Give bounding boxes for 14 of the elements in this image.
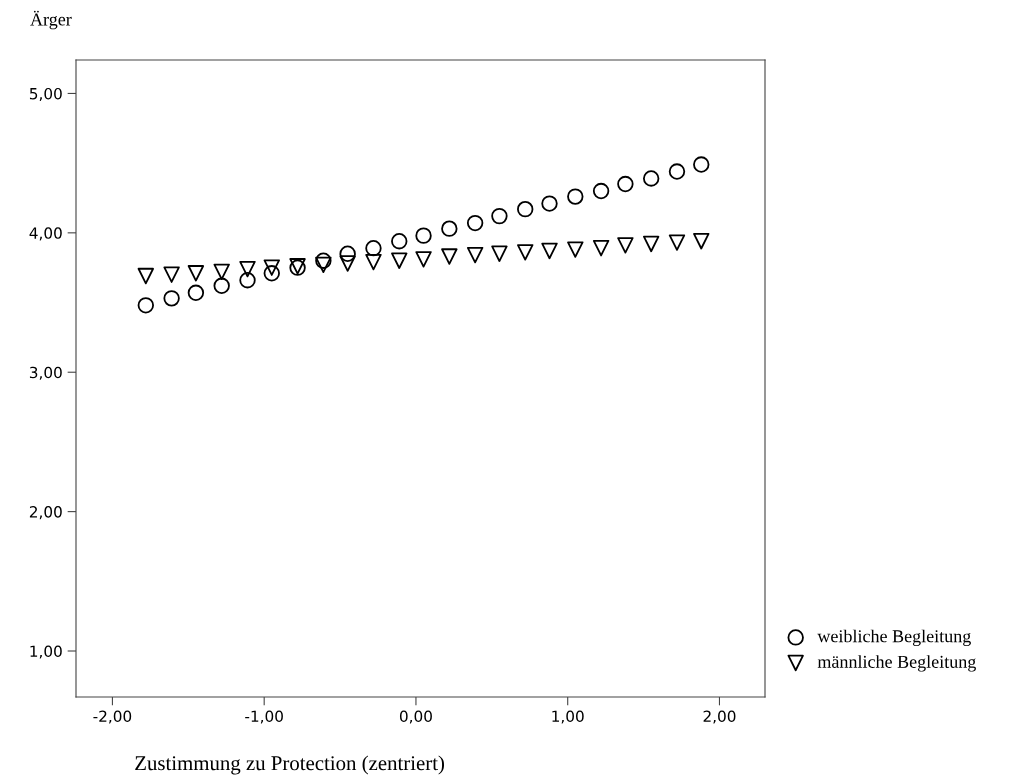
x-axis-title: Zustimmung zu Protection (zentriert) <box>135 755 445 775</box>
x-tick-label: 1,00 <box>552 710 584 724</box>
legend-label: weibliche Begleitung <box>817 629 971 647</box>
y-axis-title: Ärger <box>30 10 72 30</box>
y-tick-label: 4,00 <box>29 227 62 241</box>
x-tick-label: 2,00 <box>703 710 736 724</box>
x-tick-label: -1,00 <box>245 710 283 724</box>
y-tick-label: 3,00 <box>29 366 62 380</box>
y-tick-label: 2,00 <box>29 506 62 520</box>
legend-label: männliche Begleitung <box>817 655 976 672</box>
x-tick-label: 0,00 <box>399 710 432 724</box>
y-tick-label: 5,00 <box>29 87 62 102</box>
x-tick-label: -2,00 <box>93 710 132 724</box>
y-tick-label: 1,00 <box>30 645 62 659</box>
